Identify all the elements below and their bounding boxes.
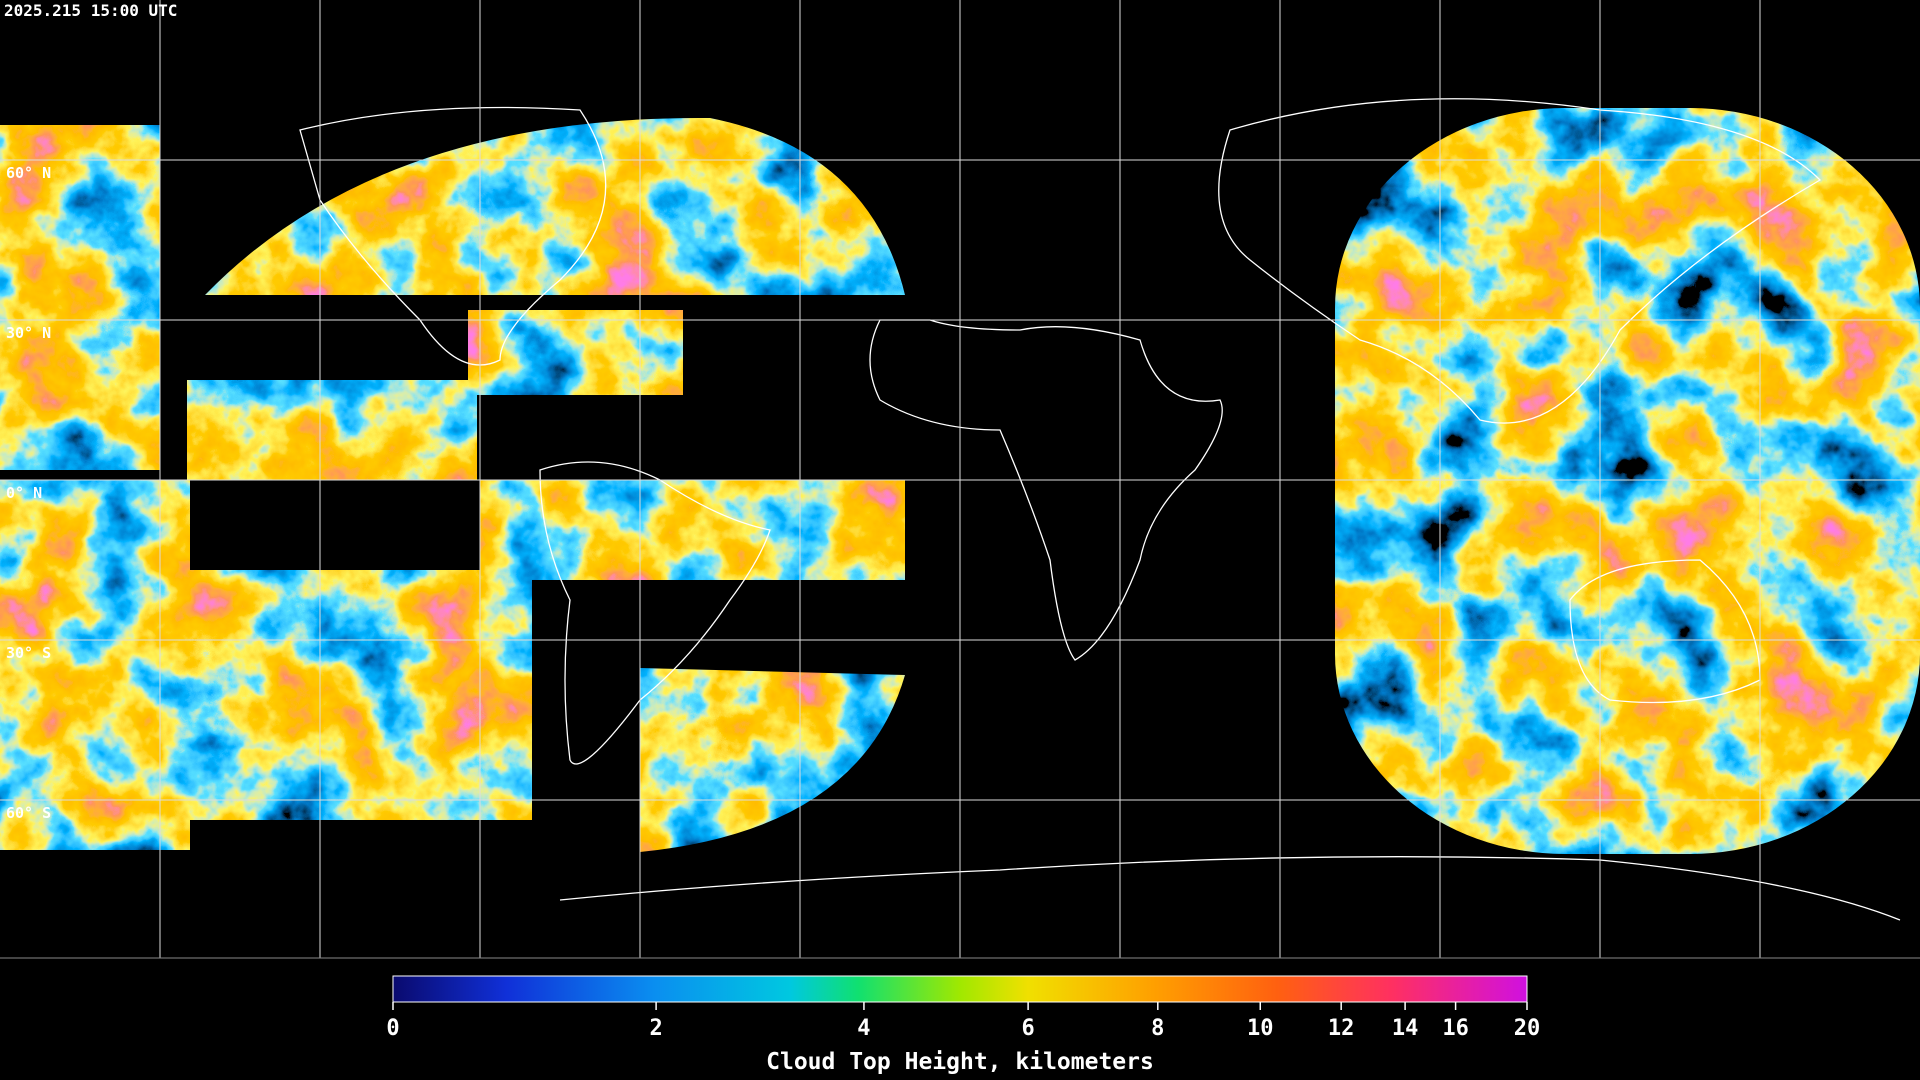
coastlines xyxy=(299,98,1901,921)
colorbar-tick-label: 2 xyxy=(649,1016,662,1041)
colorbar xyxy=(392,975,1528,1003)
latitude-label: 60° N xyxy=(6,164,51,182)
graticule xyxy=(0,0,1920,959)
latitude-label: 0° N xyxy=(6,484,42,502)
colorbar-tick-label: 14 xyxy=(1392,1016,1419,1041)
colorbar-tick-label: 16 xyxy=(1442,1016,1469,1041)
cloud-imagery xyxy=(0,108,1920,854)
colorbar-tick-label: 6 xyxy=(1021,1016,1034,1041)
colorbar-tick-label: 10 xyxy=(1247,1016,1274,1041)
colorbar-tick-label: 20 xyxy=(1514,1016,1541,1041)
colorbar-tick-label: 4 xyxy=(857,1016,870,1041)
colorbar-tick-label: 0 xyxy=(386,1016,399,1041)
latitude-label: 60° S xyxy=(6,804,51,822)
latitude-label: 30° S xyxy=(6,644,51,662)
timestamp: 2025.215 15:00 UTC xyxy=(4,1,177,20)
colorbar-label: Cloud Top Height, kilometers xyxy=(766,1049,1154,1075)
latitude-label: 30° N xyxy=(6,324,51,342)
colorbar-tick-label: 12 xyxy=(1328,1016,1355,1041)
colorbar-tick-label: 8 xyxy=(1151,1016,1164,1041)
